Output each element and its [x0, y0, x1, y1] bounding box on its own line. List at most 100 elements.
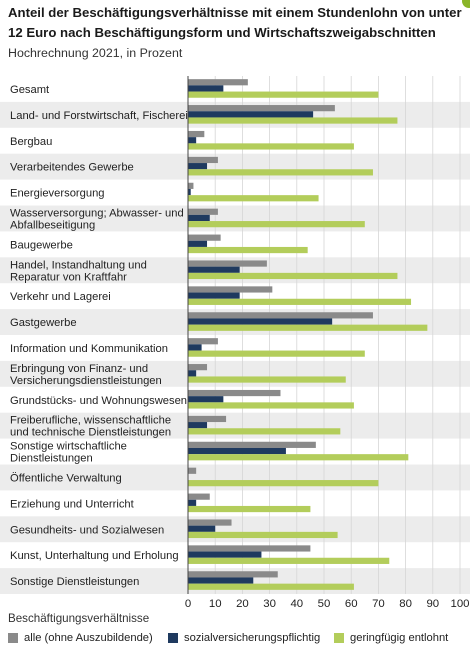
category-label: Gesamt: [10, 84, 50, 96]
legend-item: geringfügig entlohnt: [334, 632, 448, 644]
bar-geringfuegig: [188, 428, 341, 435]
x-tick-label: 60: [345, 598, 358, 610]
category-label: Baugewerbe: [10, 239, 73, 251]
legend-swatch: [8, 633, 18, 643]
bar-alle: [188, 234, 221, 241]
category-label: Sonstige wirtschaftliche Dienstleistungen: [10, 441, 127, 465]
bar-geringfuegig: [188, 246, 308, 254]
legend-item: sozialversicherungspflichtig: [168, 632, 320, 644]
legend-label: sozialversicherungspflichtig: [184, 632, 321, 644]
bar-sozialversicherungspflichtig: [188, 318, 333, 325]
category-label: Gesundheits- und Sozialwesen: [10, 524, 164, 536]
bar-sozialversicherungspflichtig: [188, 422, 208, 429]
bar-alle: [188, 389, 281, 397]
bar-sozialversicherungspflichtig: [188, 499, 197, 506]
category-label: Wasserversorgung; Abwasser- und Abfallbes…: [10, 207, 184, 231]
bar-geringfuegig: [188, 583, 354, 590]
bar-alle: [188, 156, 218, 164]
brand-dot-icon: [462, 0, 470, 8]
bar-sozialversicherungspflichtig: [188, 396, 224, 403]
legend-swatch: [334, 633, 344, 643]
chart-title: Anteil der Beschäftigungsverhältnisse mi…: [8, 5, 462, 40]
bar-sozialversicherungspflichtig: [188, 577, 254, 584]
category-label: Information und Kommunikation: [10, 343, 168, 355]
bar-geringfuegig: [188, 531, 338, 539]
bar-geringfuegig: [188, 376, 346, 383]
legend-label: alle (ohne Auszubildende): [24, 632, 153, 644]
bar-alle: [188, 545, 311, 552]
bar-geringfuegig: [188, 402, 354, 409]
bar-sozialversicherungspflichtig: [188, 240, 208, 247]
bar-chart: Gesamt Land- und Forstwirtschaft, Fischer…: [0, 76, 470, 610]
bar-geringfuegig: [188, 195, 319, 202]
bar-alle: [188, 493, 210, 500]
x-tick-label: 70: [372, 598, 385, 610]
x-tick-label: 80: [399, 598, 412, 610]
category-label: Gastgewerbe: [10, 317, 77, 329]
bar-geringfuegig: [188, 350, 365, 357]
category-label: Kunst, Unterhaltung und Erholung: [10, 550, 179, 562]
bar-alle: [188, 338, 218, 345]
x-tick-label: 40: [290, 598, 303, 610]
x-tick-label: 100: [450, 598, 469, 610]
bar-geringfuegig: [188, 91, 379, 98]
bar-sozialversicherungspflichtig: [188, 447, 286, 455]
bar-geringfuegig: [188, 117, 398, 124]
category-label: Energieversorgung: [10, 188, 105, 200]
bar-geringfuegig: [188, 557, 390, 564]
bar-alle: [188, 519, 232, 526]
bar-geringfuegig: [188, 298, 412, 305]
bar-sozialversicherungspflichtig: [188, 370, 197, 377]
x-tick-label: 90: [426, 598, 439, 610]
x-tick-label: 50: [318, 598, 331, 610]
category-label: Bergbau: [10, 136, 52, 148]
bar-alle: [188, 260, 267, 267]
category-label: Verkehr und Lagerei: [10, 291, 111, 303]
x-tick-label: 0: [185, 598, 191, 610]
bar-geringfuegig: [188, 169, 373, 176]
bar-alle: [188, 286, 273, 293]
bar-sozialversicherungspflichtig: [188, 344, 202, 351]
category-label: Sonstige Dienstleistungen: [10, 576, 139, 588]
category-label: Erbringung von Finanz- und Versicherungsd…: [10, 363, 162, 387]
bar-geringfuegig: [188, 454, 409, 461]
legend: alle (ohne Auszubildende) sozialversicher…: [8, 632, 470, 648]
bar-sozialversicherungspflichtig: [188, 137, 197, 144]
bar-alle: [188, 105, 335, 112]
legend-item: alle (ohne Auszubildende): [8, 632, 153, 644]
bar-geringfuegig: [188, 221, 365, 228]
bar-sozialversicherungspflichtig: [188, 551, 262, 558]
bar-alle: [188, 208, 218, 215]
bar-alle: [188, 364, 208, 371]
category-label: Grundstücks- und Wohnungswesen: [10, 395, 187, 407]
legend-title: Beschäftigungsverhältnisse: [8, 612, 150, 625]
category-label: Erziehung und Unterricht: [10, 498, 135, 510]
bar-geringfuegig: [188, 324, 428, 331]
category-label: Handel, Instandhaltung und Reparatur von …: [10, 259, 147, 283]
category-label: Öffentliche Verwaltung: [10, 472, 122, 484]
bar-sozialversicherungspflichtig: [188, 188, 191, 196]
bar-sozialversicherungspflichtig: [188, 85, 224, 92]
bar-alle: [188, 130, 205, 138]
legend-label: geringfügig entlohnt: [350, 632, 449, 644]
chart-subtitle: Hochrechnung 2021, in Prozent: [8, 46, 183, 60]
bar-geringfuegig: [188, 505, 311, 513]
bar-geringfuegig: [188, 143, 354, 150]
bar-alle: [188, 312, 373, 319]
bar-sozialversicherungspflichtig: [188, 525, 216, 532]
x-tick-label: 30: [263, 598, 276, 610]
bar-alle: [188, 79, 248, 86]
bar-sozialversicherungspflichtig: [188, 214, 210, 222]
category-label: Verarbeitendes Gewerbe: [10, 162, 134, 174]
legend-swatch: [168, 633, 178, 643]
bar-geringfuegig: [188, 480, 379, 487]
bar-alle: [188, 441, 316, 448]
bar-alle: [188, 467, 197, 474]
bar-geringfuegig: [188, 272, 398, 280]
bar-alle: [188, 182, 194, 189]
bar-sozialversicherungspflichtig: [188, 292, 240, 299]
bar-alle: [188, 571, 278, 578]
bar-sozialversicherungspflichtig: [188, 111, 314, 118]
bar-alle: [188, 415, 227, 423]
category-label: Freiberufliche, wissenschaftliche und tec…: [10, 415, 171, 439]
